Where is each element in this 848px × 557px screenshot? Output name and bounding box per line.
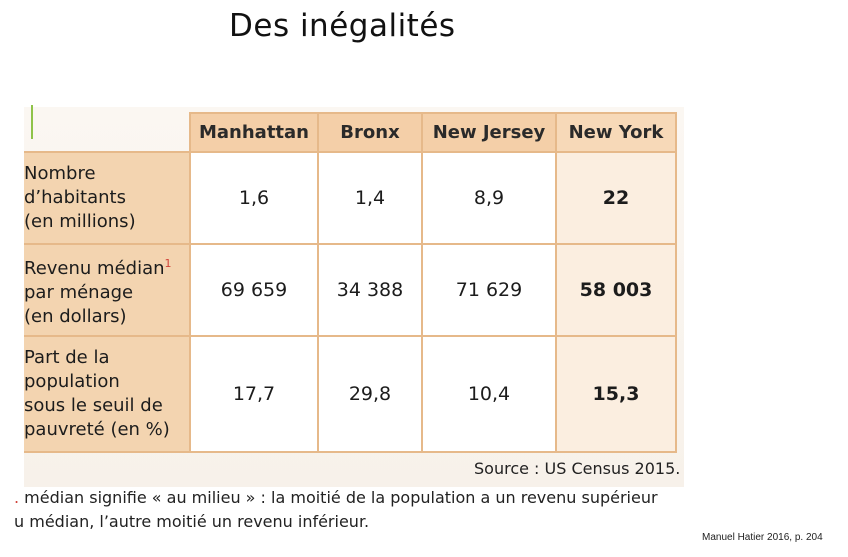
table-row: Nombre d’habitants (en millions) 1,6 1,4…	[24, 151, 677, 245]
cell-population-manhattan: 1,6	[189, 151, 319, 245]
cell-poverty-new-jersey: 10,4	[421, 335, 557, 453]
row-label-line: sous le seuil de	[24, 395, 163, 416]
cell-population-new-york: 22	[555, 151, 677, 245]
table-row: Part de la population sous le seuil de p…	[24, 335, 677, 453]
footnote-line: u médian, l’autre moitié un revenu infér…	[14, 512, 370, 531]
footnote-marker: .	[14, 488, 20, 507]
cell-income-new-york: 58 003	[555, 243, 677, 337]
table-header-row: Manhattan Bronx New Jersey New York	[24, 112, 677, 153]
row-label-line: Revenu médian	[24, 257, 165, 279]
cell-population-bronx: 1,4	[317, 151, 423, 245]
credit-text: Manuel Hatier 2016, p. 204	[702, 532, 823, 543]
footnote: . médian signifie « au milieu » : la moi…	[14, 486, 704, 534]
row-label-line: Nombre	[24, 163, 96, 184]
column-header-new-jersey: New Jersey	[421, 112, 557, 153]
column-header-manhattan: Manhattan	[189, 112, 319, 153]
footnote-marker: 1	[164, 256, 172, 270]
page-title: Des inégalités	[229, 8, 456, 44]
inequality-table: Manhattan Bronx New Jersey New York Nomb…	[24, 112, 677, 453]
row-label-line: Part de la	[24, 347, 110, 368]
row-label-line: d’habitants	[24, 187, 126, 208]
column-header-new-york: New York	[555, 112, 677, 153]
column-header-bronx: Bronx	[317, 112, 423, 153]
cell-poverty-new-york: 15,3	[555, 335, 677, 453]
row-label-median-income: Revenu médian1 par ménage (en dollars)	[24, 243, 191, 337]
cell-population-new-jersey: 8,9	[421, 151, 557, 245]
table-row: Revenu médian1 par ménage (en dollars) 6…	[24, 243, 677, 337]
row-label-line: (en dollars)	[24, 305, 127, 327]
row-label-line: population	[24, 371, 120, 392]
footnote-line: médian signifie « au milieu » : la moiti…	[19, 488, 658, 507]
row-label-line: pauvreté (en %)	[24, 419, 170, 440]
source-caption: Source : US Census 2015.	[474, 459, 681, 478]
cell-poverty-manhattan: 17,7	[189, 335, 319, 453]
row-label-poverty: Part de la population sous le seuil de p…	[24, 335, 191, 453]
cell-income-new-jersey: 71 629	[421, 243, 557, 337]
table-corner	[24, 113, 191, 153]
row-label-population: Nombre d’habitants (en millions)	[24, 151, 191, 245]
row-label-line: par ménage	[24, 281, 134, 303]
cell-income-manhattan: 69 659	[189, 243, 319, 337]
cell-poverty-bronx: 29,8	[317, 335, 423, 453]
row-label-line: (en millions)	[24, 211, 136, 232]
cell-income-bronx: 34 388	[317, 243, 423, 337]
